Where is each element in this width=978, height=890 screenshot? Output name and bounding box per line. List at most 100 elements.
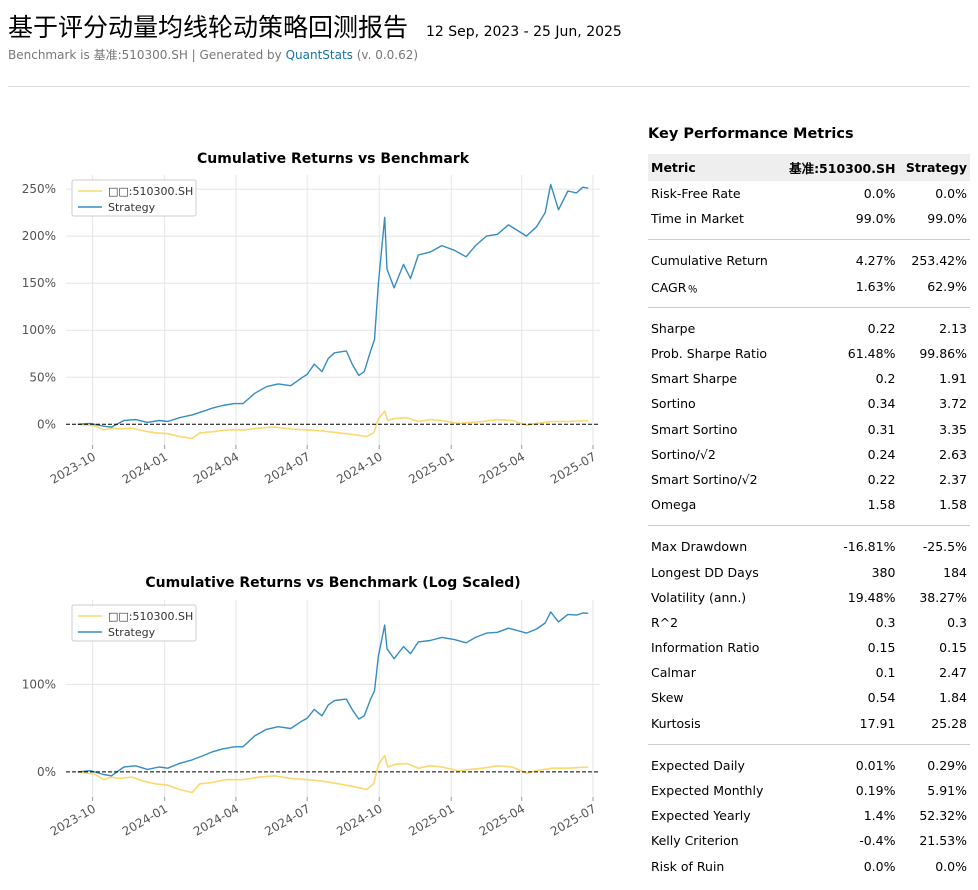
strategy-value: 1.91 xyxy=(939,371,967,387)
chart-title: Cumulative Returns vs Benchmark (Log Sca… xyxy=(145,575,520,591)
strategy-value: 2.13 xyxy=(939,320,967,336)
benchmark-value: 0.15 xyxy=(867,640,896,656)
benchmark-value: 0.31 xyxy=(867,421,896,437)
metrics-body: Risk-Free Rate 0.0% 0.0% Time in Market 99.0… xyxy=(648,181,970,879)
x-tick-label: 2025-01 xyxy=(406,801,456,838)
legend-box xyxy=(71,604,197,642)
col-benchmark: 基准:510300.SH xyxy=(778,154,899,181)
y-tick-label: 0% xyxy=(37,417,56,431)
metrics-row: Smart Sharpe 0.2 1.91 xyxy=(648,366,970,391)
benchmark-value: 380 xyxy=(871,564,896,580)
cumulative-returns-log-svg: Cumulative Returns vs Benchmark (Log Sca… xyxy=(22,575,600,839)
metric-name: Calmar xyxy=(651,665,696,681)
metrics-row: R^2 0.3 0.3 xyxy=(648,610,970,635)
strategy-value: 99.0% xyxy=(927,211,967,227)
strategy-value: 0.15 xyxy=(939,640,967,656)
metric-name: Time in Market xyxy=(651,211,744,227)
metrics-row: Max Drawdown -16.81% -25.5% xyxy=(648,534,970,559)
strategy-value: 1.84 xyxy=(939,690,967,706)
x-tick-label: 2025-01 xyxy=(406,449,456,486)
metrics-table: Metric 基准:510300.SH Strategy Risk-Free R… xyxy=(648,154,970,879)
x-tick-label: 2024-01 xyxy=(120,449,170,486)
metrics-row: Prob. Sharpe Ratio 61.48% 99.86% xyxy=(648,341,970,366)
x-tick-label: 2024-07 xyxy=(262,801,312,838)
benchmark-value: 1.63% xyxy=(855,278,896,294)
report-subtitle: Benchmark is 基准:510300.SH | Generated by… xyxy=(8,46,970,63)
strategy-value: 3.72 xyxy=(939,396,967,412)
strategy-value: 5.91% xyxy=(927,783,967,799)
metric-name: Max Drawdown xyxy=(651,539,748,555)
benchmark-value: 99.0% xyxy=(855,211,896,227)
strategy-value: 2.63 xyxy=(939,446,967,462)
benchmark-value: 61.48% xyxy=(847,346,896,362)
benchmark-value: -16.81% xyxy=(843,539,896,555)
x-tick-label: 2023-10 xyxy=(48,801,98,838)
benchmark-value: 19.48% xyxy=(847,589,896,605)
col-metric: Metric xyxy=(648,154,779,181)
metrics-row: Smart Sortino 0.31 3.35 xyxy=(648,417,970,442)
strategy-value: 0.0% xyxy=(935,186,967,202)
metric-name: Smart Sharpe xyxy=(651,371,738,387)
benchmark-value: 1.58 xyxy=(867,497,896,513)
x-tick-label: 2024-04 xyxy=(191,449,241,486)
benchmark-value: 0.34 xyxy=(867,396,896,412)
strategy-value: 253.42% xyxy=(911,253,967,269)
separator-line xyxy=(648,743,970,745)
separator-cell xyxy=(648,736,970,753)
metric-name: Omega xyxy=(651,497,697,513)
header-divider xyxy=(8,86,970,87)
metrics-row: Omega 1.58 1.58 xyxy=(648,492,970,517)
metric-name: Smart Sortino xyxy=(651,421,738,437)
metric-name: Smart Sortino/√2 xyxy=(651,471,758,487)
metric-name: Cumulative Return xyxy=(651,253,768,269)
metrics-panel: Key Performance Metrics Metric 基准:510300… xyxy=(648,126,970,879)
metric-name: Risk-Free Rate xyxy=(651,186,741,202)
metric-name: Longest DD Days xyxy=(651,564,759,580)
strategy-value: 25.28 xyxy=(931,715,967,731)
cumulative-returns-svg: Cumulative Returns vs Benchmark 2023-10 20… xyxy=(22,151,600,487)
quantstats-link[interactable]: QuantStats xyxy=(285,48,353,62)
x-tick-label: 2024-07 xyxy=(262,449,312,486)
strategy-value: 2.47 xyxy=(939,665,967,681)
metrics-separator xyxy=(648,517,970,534)
metrics-row: CAGR﹪ 1.63% 62.9% xyxy=(648,274,970,299)
metrics-separator xyxy=(648,736,970,753)
separator-line xyxy=(648,306,970,308)
x-tick-label: 2024-10 xyxy=(334,801,384,838)
strategy-value: 99.86% xyxy=(919,346,967,362)
metrics-row: Sortino 0.34 3.72 xyxy=(648,391,970,416)
benchmark-series-line xyxy=(77,410,589,440)
strategy-value: 0.29% xyxy=(927,757,967,773)
benchmark-value: 0.2 xyxy=(875,371,896,387)
metrics-row: Expected Yearly 1.4% 52.32% xyxy=(648,803,970,828)
metric-name: R^2 xyxy=(651,614,679,630)
benchmark-value: 0.3 xyxy=(875,614,896,630)
metrics-row: Cumulative Return 4.27% 253.42% xyxy=(648,248,970,273)
x-tick-label: 2025-07 xyxy=(548,449,598,486)
metric-name: Information Ratio xyxy=(651,640,760,656)
metrics-separator xyxy=(648,231,970,248)
metric-name: Sortino xyxy=(651,396,696,412)
benchmark-value: 0.22 xyxy=(867,471,896,487)
metrics-row: Volatility (ann.) 19.48% 38.27% xyxy=(648,585,970,610)
legend-label: Strategy xyxy=(108,201,156,214)
metric-name: CAGR﹪ xyxy=(651,279,699,295)
col-strategy: Strategy xyxy=(898,154,970,181)
metrics-row: Smart Sortino/√2 0.22 2.37 xyxy=(648,467,970,492)
metric-name: Kurtosis xyxy=(651,715,701,731)
benchmark-value: 0.01% xyxy=(855,757,896,773)
y-tick-label: 250% xyxy=(22,182,56,196)
legend-label: □□:510300.SH xyxy=(108,610,193,623)
benchmark-value: -0.4% xyxy=(859,833,896,849)
benchmark-value: 0.54 xyxy=(867,690,896,706)
x-tick-label: 2024-10 xyxy=(334,449,384,486)
strategy-value: 21.53% xyxy=(919,833,967,849)
metric-name: Kelly Criterion xyxy=(651,833,739,849)
y-tick-label: 0% xyxy=(37,765,56,779)
strategy-series-line xyxy=(77,611,589,777)
metrics-row: Risk-Free Rate 0.0% 0.0% xyxy=(648,181,970,206)
metrics-row: Longest DD Days 380 184 xyxy=(648,559,970,584)
metric-name: Expected Daily xyxy=(651,757,745,773)
strategy-value: 184 xyxy=(943,564,967,580)
y-tick-label: 100% xyxy=(22,323,56,337)
